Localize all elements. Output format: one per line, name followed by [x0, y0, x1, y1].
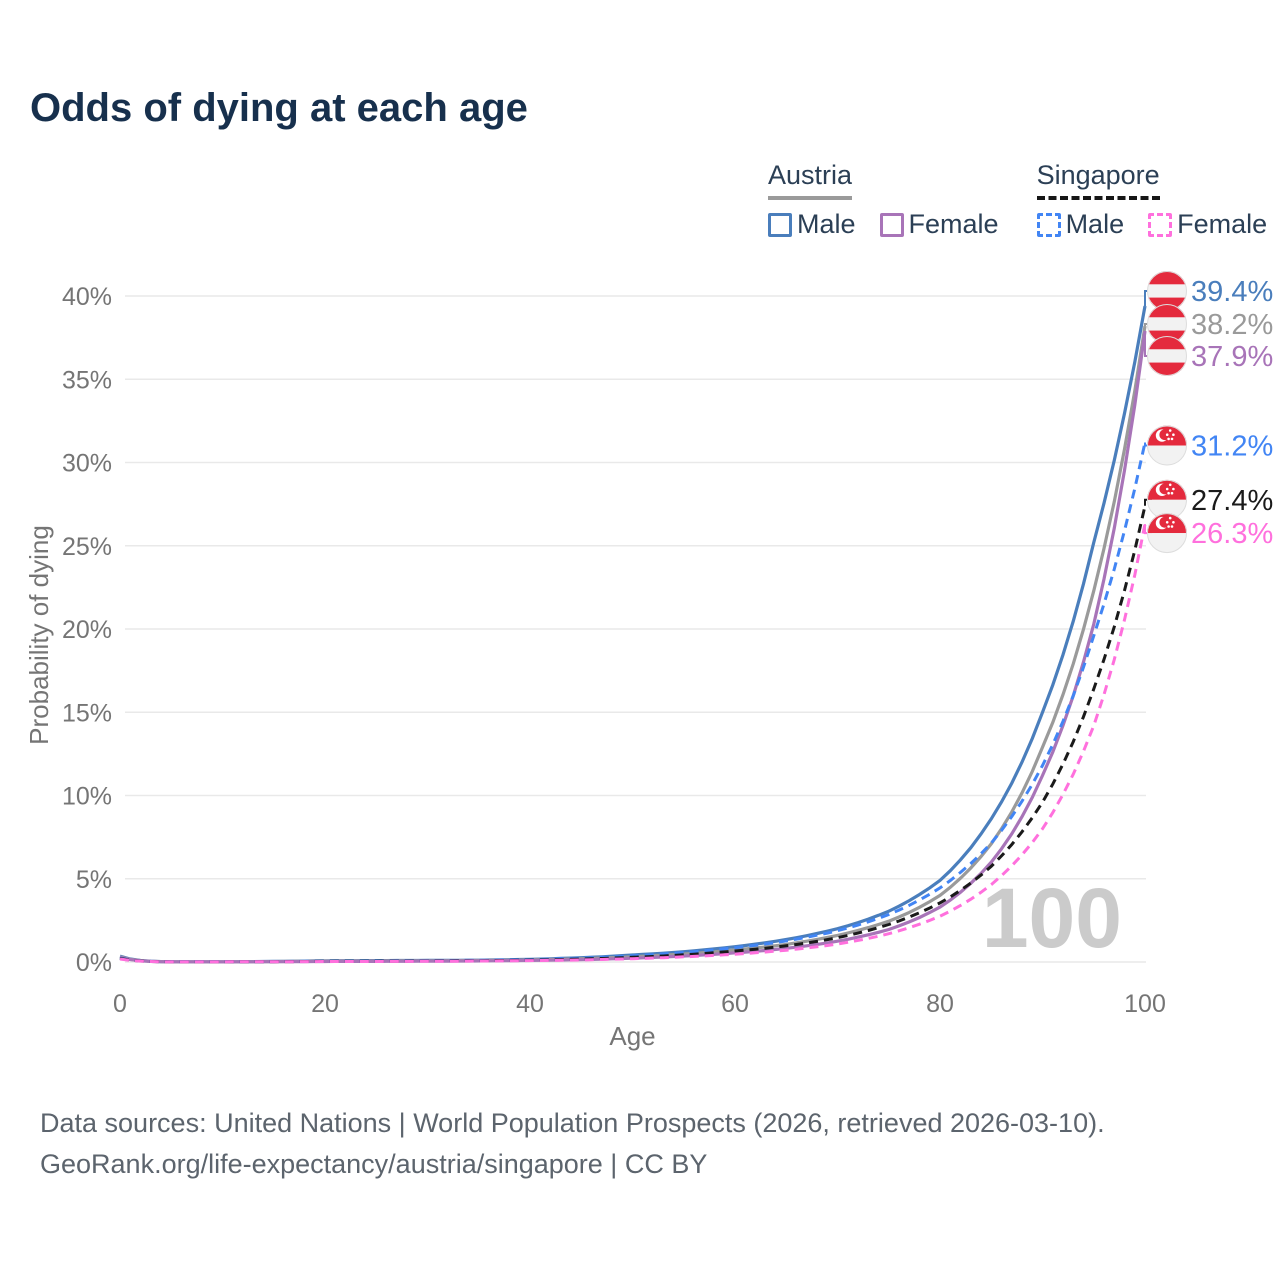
x-tick-label: 60: [721, 990, 749, 1018]
end-value-label-singapore-female: 26.3%: [1191, 518, 1273, 550]
series-line-singapore-female: [119, 523, 1147, 964]
y-tick-label: 25%: [62, 533, 112, 561]
legend-swatch-icon: [768, 212, 792, 237]
flag-icon-singapore: [1147, 513, 1187, 554]
x-tick-label: 0: [113, 990, 127, 1018]
x-tick-label: 40: [516, 990, 544, 1018]
x-axis-title: Age: [609, 1021, 655, 1051]
y-tick-label: 10%: [62, 783, 112, 811]
end-value-label-austria-male: 39.4%: [1191, 276, 1273, 308]
x-tick-label: 20: [311, 990, 339, 1018]
legend-swatch-icon: [1148, 212, 1173, 237]
y-tick-label: 0%: [76, 949, 112, 977]
page-title: Odds of dying at each age: [30, 86, 528, 130]
flag-icon-austria: [1147, 335, 1187, 376]
legend: Austria Male Female Singapore Male Female: [768, 160, 1267, 240]
attribution-line: GeoRank.org/life-expectancy/austria/sing…: [40, 1149, 708, 1179]
legend-item-label: Male: [1065, 209, 1125, 239]
x-tick-label: 100: [1124, 990, 1166, 1018]
data-sources-line: Data sources: United Nations | World Pop…: [40, 1108, 1105, 1138]
legend-country-label: Singapore: [1036, 160, 1160, 200]
line-chart: 0% 5% 10% 15% 20% 25% 30% 35% 40% 0 20 40 60 80 100 Pro…: [0, 255, 1280, 1065]
legend-item-label: Female: [1177, 209, 1268, 239]
y-tick-label: 40%: [62, 283, 112, 311]
end-value-label-austria-both-sexes: 38.2%: [1191, 309, 1273, 341]
legend-group-singapore: Singapore Male Female: [1036, 160, 1267, 240]
legend-item-austria-male[interactable]: Male: [768, 209, 856, 240]
end-value-label-singapore-male: 31.2%: [1191, 431, 1273, 463]
y-tick-label: 30%: [62, 450, 112, 478]
y-axis-title: Probability of dying: [24, 525, 54, 745]
end-value-label-austria-female: 37.9%: [1191, 341, 1273, 373]
legend-item-label: Female: [908, 209, 999, 239]
hover-age-watermark: 100: [982, 871, 1122, 965]
legend-swatch-icon: [879, 212, 904, 237]
y-tick-label: 15%: [62, 699, 112, 727]
legend-item-austria-female[interactable]: Female: [879, 209, 999, 240]
y-tick-label: 20%: [62, 616, 112, 644]
legend-item-singapore-female[interactable]: Female: [1148, 209, 1267, 240]
legend-item-label: Male: [797, 209, 856, 239]
end-value-label-singapore-both-sexes: 27.4%: [1191, 485, 1273, 517]
y-tick-label: 35%: [62, 366, 112, 394]
legend-group-austria: Austria Male Female: [768, 160, 999, 240]
y-tick-label: 5%: [76, 866, 112, 894]
flag-icon-singapore: [1147, 479, 1187, 520]
footer: Data sources: United Nations | World Pop…: [40, 1103, 1105, 1185]
legend-country-label: Austria: [768, 160, 853, 200]
legend-item-singapore-male[interactable]: Male: [1036, 209, 1125, 240]
chart-canvas: 0% 5% 10% 15% 20% 25% 30% 35% 40% 0 20 40 60 80 100 Pro…: [24, 270, 1273, 1051]
legend-swatch-icon: [1036, 212, 1061, 237]
x-tick-label: 80: [926, 990, 954, 1018]
flag-icon-singapore: [1147, 425, 1187, 466]
